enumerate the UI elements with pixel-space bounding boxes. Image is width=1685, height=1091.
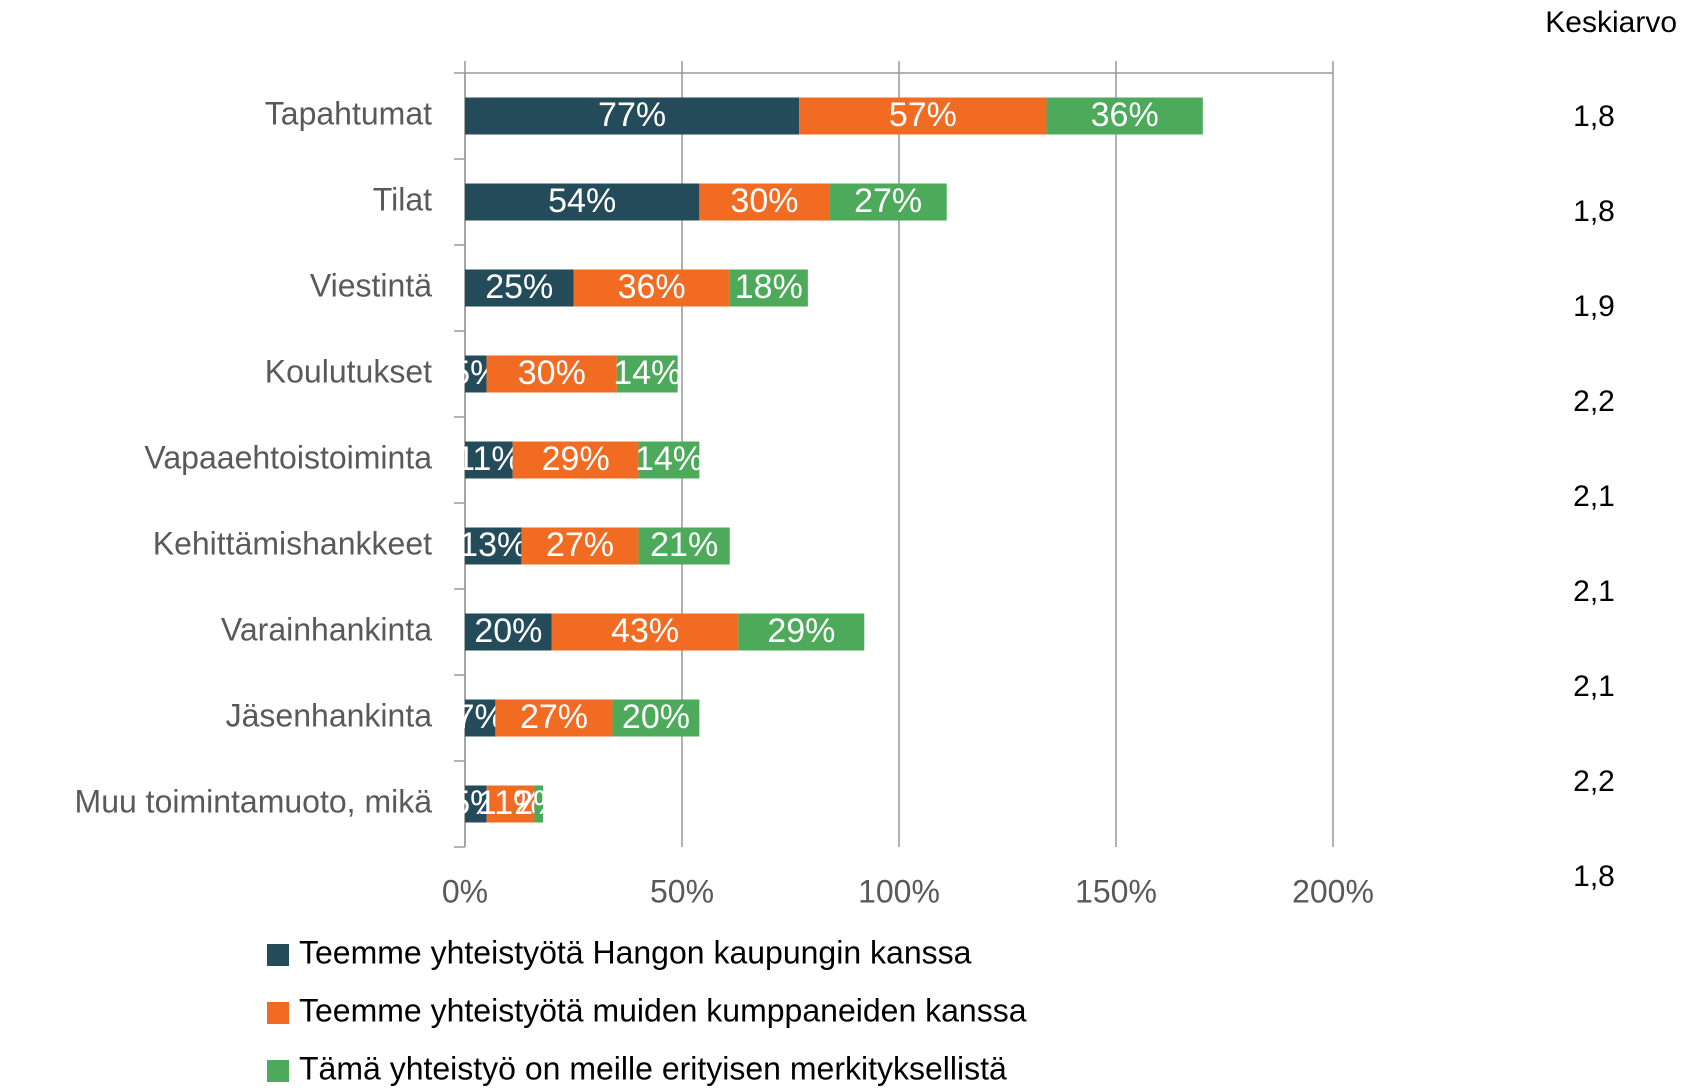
legend-swatch	[267, 944, 289, 966]
y-tick-label: Muu toimintamuoto, mikä	[75, 783, 433, 819]
data-label: 14%	[613, 354, 681, 392]
y-tick-label: Kehittämishankkeet	[153, 525, 432, 561]
data-label: 2%	[514, 784, 563, 822]
y-tick-label: Varainhankinta	[221, 611, 432, 647]
bar-segment	[465, 441, 513, 479]
bar-segment	[638, 441, 700, 479]
bar-segment	[512, 441, 639, 479]
bar-segment	[521, 527, 639, 565]
bar-segment	[729, 269, 808, 307]
bar-segment	[616, 355, 678, 393]
bar-segment	[465, 183, 700, 221]
data-label: 54%	[548, 182, 616, 220]
legend-swatch	[267, 1002, 289, 1024]
x-tick-label: 150%	[1075, 873, 1157, 909]
bar-segment	[495, 699, 613, 737]
x-tick-label: 50%	[650, 873, 714, 909]
bar-segment	[612, 699, 700, 737]
data-label: 25%	[485, 268, 553, 306]
data-label: 27%	[854, 182, 922, 220]
bar-segment	[799, 97, 1047, 135]
data-label: 11%	[478, 784, 544, 822]
legend-swatch	[267, 1060, 289, 1082]
keskiarvo-value: 2,1	[1573, 480, 1615, 513]
data-label: 14%	[635, 440, 703, 478]
bar-segment	[486, 355, 617, 393]
data-label: 36%	[1091, 96, 1159, 134]
bar-segment	[1046, 97, 1203, 135]
data-label: 20%	[474, 612, 542, 650]
keskiarvo-value: 1,8	[1573, 860, 1615, 893]
bar-segment	[699, 183, 830, 221]
data-label: 27%	[546, 526, 614, 564]
y-tick-label: Koulutukset	[265, 353, 432, 389]
x-tick-label: 100%	[858, 873, 940, 909]
keskiarvo-value: 2,1	[1573, 575, 1615, 608]
keskiarvo-value: 2,2	[1573, 385, 1615, 418]
data-label: 27%	[520, 698, 588, 736]
bar-segment	[465, 613, 552, 651]
data-label: 20%	[622, 698, 690, 736]
legend-label: Teemme yhteistyötä muiden kumppaneiden k…	[299, 992, 1027, 1028]
bar-segment	[551, 613, 739, 651]
bar-segment	[465, 97, 800, 135]
y-tick-label: Tapahtumat	[265, 95, 432, 131]
legend-label: Teemme yhteistyötä Hangon kaupungin kans…	[299, 934, 972, 970]
data-label: 30%	[518, 354, 586, 392]
keskiarvo-value: 2,2	[1573, 765, 1615, 798]
data-label: 29%	[767, 612, 835, 650]
keskiarvo-value: 1,8	[1573, 100, 1615, 133]
data-label: 30%	[730, 182, 798, 220]
data-label: 77%	[598, 96, 666, 134]
data-label: 29%	[542, 440, 610, 478]
bar-segment	[465, 785, 487, 823]
bar-segment	[829, 183, 947, 221]
data-label: 13%	[459, 526, 527, 564]
keskiarvo-value: 2,1	[1573, 670, 1615, 703]
bar-segment	[738, 613, 865, 651]
x-tick-label: 200%	[1292, 873, 1374, 909]
bar-segment	[573, 269, 730, 307]
data-label: 11%	[456, 440, 522, 478]
bar-segment	[638, 527, 730, 565]
data-label: 18%	[735, 268, 803, 306]
data-label: 21%	[650, 526, 718, 564]
y-tick-label: Viestintä	[310, 267, 432, 303]
bar-segment	[465, 355, 487, 393]
data-label: 43%	[611, 612, 679, 650]
bar-segment	[465, 269, 574, 307]
y-tick-label: Jäsenhankinta	[226, 697, 433, 733]
data-label: 57%	[889, 96, 957, 134]
bar-segment	[465, 699, 496, 737]
y-tick-label: Tilat	[373, 181, 432, 217]
bar-segment	[486, 785, 535, 823]
bar-segment	[465, 527, 522, 565]
y-tick-label: Vapaaehtoistoiminta	[144, 439, 432, 475]
keskiarvo-value: 1,9	[1573, 290, 1615, 323]
bar-segment	[534, 785, 544, 823]
keskiarvo-title: Keskiarvo	[1545, 6, 1677, 39]
legend-label: Tämä yhteistyö on meille erityisen merki…	[299, 1050, 1007, 1086]
x-tick-label: 0%	[442, 873, 488, 909]
keskiarvo-value: 1,8	[1573, 195, 1615, 228]
data-label: 36%	[618, 268, 686, 306]
